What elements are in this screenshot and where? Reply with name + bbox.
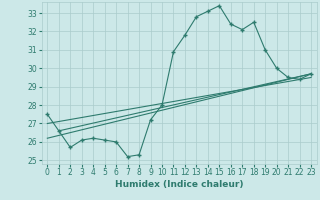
X-axis label: Humidex (Indice chaleur): Humidex (Indice chaleur) — [115, 180, 244, 189]
